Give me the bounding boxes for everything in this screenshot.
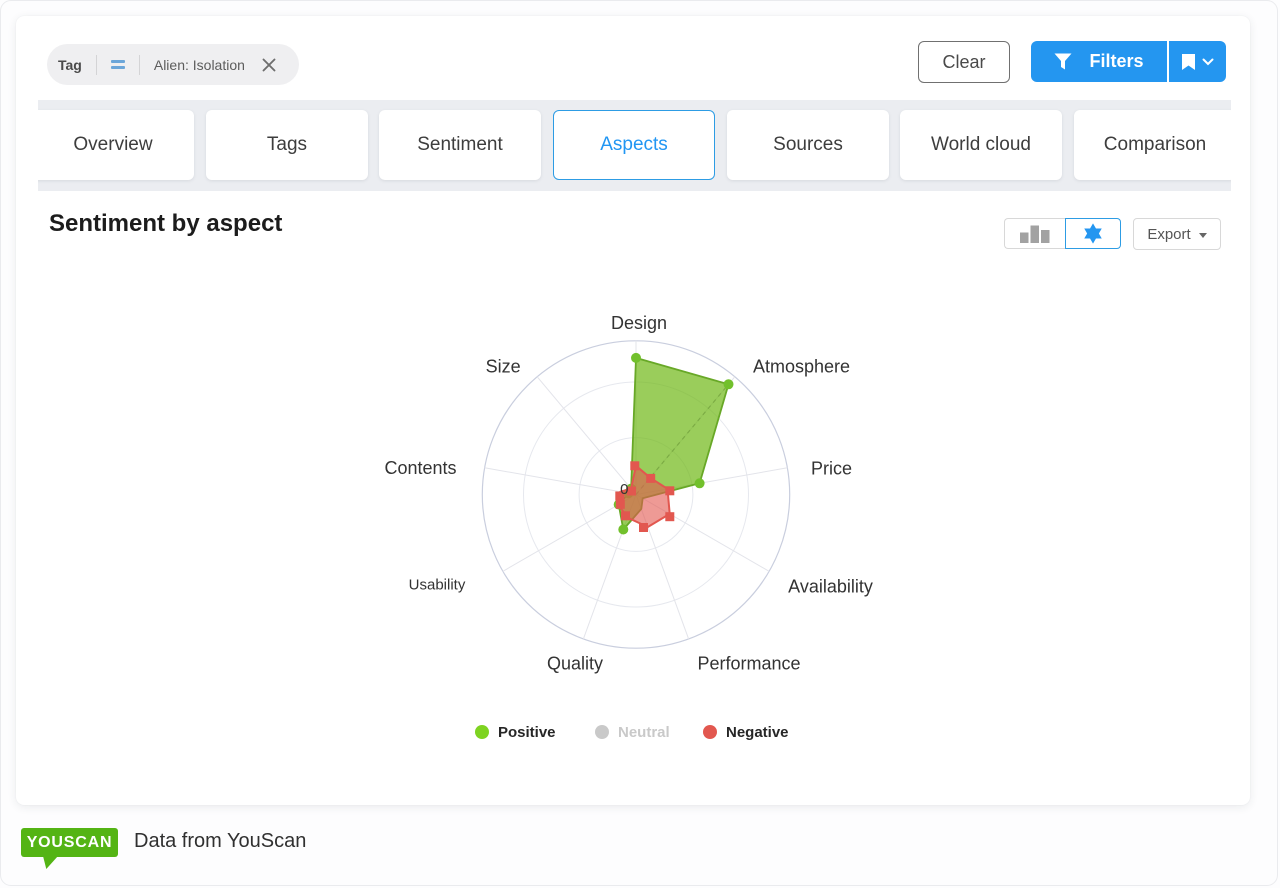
svg-text:Design: Design bbox=[611, 313, 667, 333]
svg-text:Contents: Contents bbox=[384, 458, 456, 478]
svg-text:Atmosphere: Atmosphere bbox=[753, 357, 850, 377]
svg-text:0: 0 bbox=[620, 481, 628, 498]
svg-text:Price: Price bbox=[811, 459, 852, 479]
svg-text:Performance: Performance bbox=[697, 654, 800, 674]
svg-text:Size: Size bbox=[486, 357, 521, 377]
svg-text:Availability: Availability bbox=[788, 577, 873, 597]
svg-text:Quality: Quality bbox=[547, 654, 603, 674]
svg-text:Usability: Usability bbox=[409, 577, 466, 594]
